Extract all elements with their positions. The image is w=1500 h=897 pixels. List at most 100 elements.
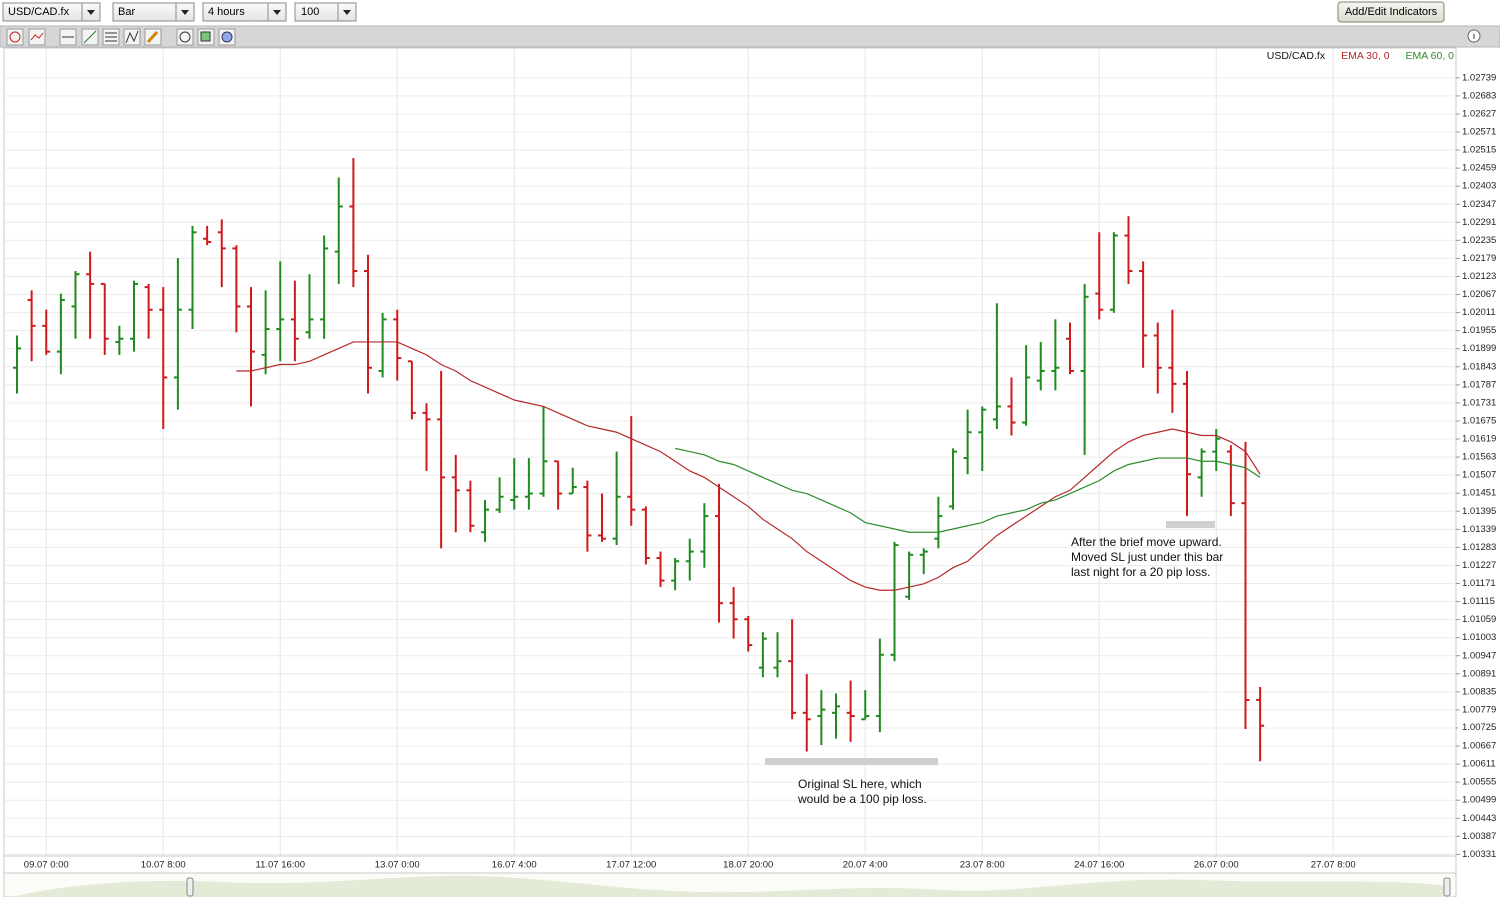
y-tick-label: 1.01171 bbox=[1462, 578, 1496, 589]
timeframe-select[interactable]: 4 hours bbox=[202, 2, 287, 22]
tool-icon[interactable] bbox=[176, 28, 194, 46]
tool-icons bbox=[6, 28, 1481, 46]
select-box[interactable] bbox=[112, 2, 195, 22]
y-tick-label: 1.02179 bbox=[1462, 253, 1496, 264]
y-tick-label: 1.01003 bbox=[1462, 632, 1496, 643]
grid bbox=[4, 48, 1456, 856]
plot-area bbox=[3, 47, 1457, 857]
type-select[interactable]: Bar bbox=[112, 2, 195, 22]
symbol-text: USD/CAD.fx bbox=[8, 6, 70, 18]
icon-glyph bbox=[125, 30, 139, 44]
annotation-text: After the brief move upward. bbox=[1071, 535, 1222, 549]
y-tick-label: 1.01451 bbox=[1462, 488, 1496, 499]
x-tick-label: 26.07 0:00 bbox=[1194, 860, 1239, 871]
legend-entry: EMA 30, 0 bbox=[1341, 50, 1390, 62]
x-tick-label: 09.07 0:00 bbox=[24, 860, 69, 871]
y-tick-label: 1.02571 bbox=[1462, 127, 1496, 138]
y-tick-label: 1.02739 bbox=[1462, 72, 1496, 83]
x-tick-label: 20.07 4:00 bbox=[843, 860, 888, 871]
y-tick-label: 1.00779 bbox=[1462, 704, 1496, 715]
y-tick-label: 1.02291 bbox=[1462, 217, 1496, 228]
x-tick-label: 13.07 0:00 bbox=[375, 860, 420, 871]
icon-glyph bbox=[146, 30, 159, 44]
select-box[interactable] bbox=[294, 2, 357, 22]
icon-glyph bbox=[30, 32, 44, 41]
y-tick-label: 1.01899 bbox=[1462, 343, 1496, 354]
y-tick-label: 1.01955 bbox=[1462, 325, 1496, 336]
icon-toolbar bbox=[0, 25, 1500, 48]
select-arrow bbox=[181, 10, 189, 15]
y-tick-label: 1.02403 bbox=[1462, 181, 1496, 192]
legend-entry: USD/CAD.fx bbox=[1267, 50, 1326, 62]
x-tick-label: 17.07 12:00 bbox=[606, 860, 656, 871]
y-tick-label: 1.02683 bbox=[1462, 90, 1496, 101]
y-tick-label: 1.01059 bbox=[1462, 614, 1496, 625]
y-tick-label: 1.01395 bbox=[1462, 506, 1496, 517]
y-tick-label: 1.01619 bbox=[1462, 434, 1496, 445]
y-tick-label: 1.00331 bbox=[1462, 849, 1496, 860]
count-select[interactable]: 100 bbox=[294, 2, 357, 22]
y-tick-label: 1.02011 bbox=[1462, 307, 1496, 318]
button-box[interactable] bbox=[1337, 1, 1445, 23]
type-text: Bar bbox=[118, 6, 135, 18]
icon-glyph bbox=[179, 31, 191, 43]
y-tick-label: 1.02459 bbox=[1462, 163, 1496, 174]
y-tick-label: 1.02235 bbox=[1462, 235, 1496, 246]
timeframe-text: 4 hours bbox=[208, 6, 245, 18]
y-tick-label: 1.00947 bbox=[1462, 650, 1496, 661]
navigator-handle[interactable] bbox=[1443, 877, 1451, 897]
y-tick-label: 1.01227 bbox=[1462, 560, 1496, 571]
stop-loss-band bbox=[765, 758, 938, 765]
y-tick-label: 1.00835 bbox=[1462, 686, 1496, 697]
last-price-box bbox=[1458, 721, 1498, 734]
stop-loss-band bbox=[1166, 521, 1215, 528]
tool-icon[interactable] bbox=[6, 28, 24, 46]
button-text: Add/Edit Indicators bbox=[1345, 6, 1438, 18]
y-tick-label: 1.00555 bbox=[1462, 777, 1496, 788]
icon-glyph bbox=[83, 30, 97, 44]
annotation-text: last night for a 20 pip loss. bbox=[1071, 565, 1210, 579]
x-tick-label: 23.07 8:00 bbox=[960, 860, 1005, 871]
y-tick-label: 1.00443 bbox=[1462, 813, 1496, 824]
symbol-select[interactable]: USD/CAD.fx bbox=[2, 2, 101, 22]
last-price-label: 1.00725 bbox=[1462, 722, 1496, 733]
select-arrow bbox=[273, 10, 281, 15]
indicators-button[interactable]: Add/Edit Indicators bbox=[1337, 1, 1445, 23]
y-tick-label: 1.00499 bbox=[1462, 795, 1496, 806]
y-tick-label: 1.00891 bbox=[1462, 668, 1496, 679]
legend-entry: EMA 60, 0 bbox=[1406, 50, 1455, 62]
marks bbox=[13, 158, 1265, 762]
navigator-handle[interactable] bbox=[186, 877, 194, 897]
x-tick-label: 16.07 4:00 bbox=[492, 860, 537, 871]
y-tick-label: 1.00667 bbox=[1462, 741, 1496, 752]
select-box[interactable] bbox=[202, 2, 287, 22]
select-box[interactable] bbox=[2, 2, 101, 22]
icon-glyph bbox=[200, 31, 211, 42]
annotation-text: Original SL here, which bbox=[798, 777, 922, 791]
y-tick-label: 1.02515 bbox=[1462, 145, 1496, 156]
y-tick-label: 1.02067 bbox=[1462, 289, 1496, 300]
ema-line bbox=[236, 341, 1261, 591]
x-tick-label: 11.07 16:00 bbox=[256, 860, 305, 871]
axes: 1.02739 1.02683 1.02627 1.02571 1.02515 1.024… bbox=[24, 50, 1498, 871]
x-tick-label: 24.07 16:00 bbox=[1074, 860, 1124, 871]
y-tick-label: 1.02347 bbox=[1462, 199, 1496, 210]
y-tick-label: 1.02123 bbox=[1462, 271, 1496, 282]
y-tick-label: 1.01675 bbox=[1462, 415, 1496, 426]
y-tick-label: 1.01507 bbox=[1462, 470, 1496, 481]
icon-glyph bbox=[105, 32, 117, 42]
annotation-text: Moved SL just under this bar bbox=[1071, 550, 1223, 564]
y-tick-label: 1.00611 bbox=[1462, 759, 1496, 770]
y-tick-label: 1.01339 bbox=[1462, 524, 1496, 535]
icon-glyph bbox=[9, 31, 21, 43]
count-text: 100 bbox=[301, 6, 319, 18]
select-arrow bbox=[343, 10, 351, 15]
select-arrow bbox=[87, 10, 95, 15]
x-tick-label: 18.07 20:00 bbox=[723, 860, 773, 871]
y-tick-label: 1.01787 bbox=[1462, 379, 1496, 390]
y-tick-label: 1.00387 bbox=[1462, 831, 1496, 842]
navigator-area bbox=[12, 875, 1450, 897]
